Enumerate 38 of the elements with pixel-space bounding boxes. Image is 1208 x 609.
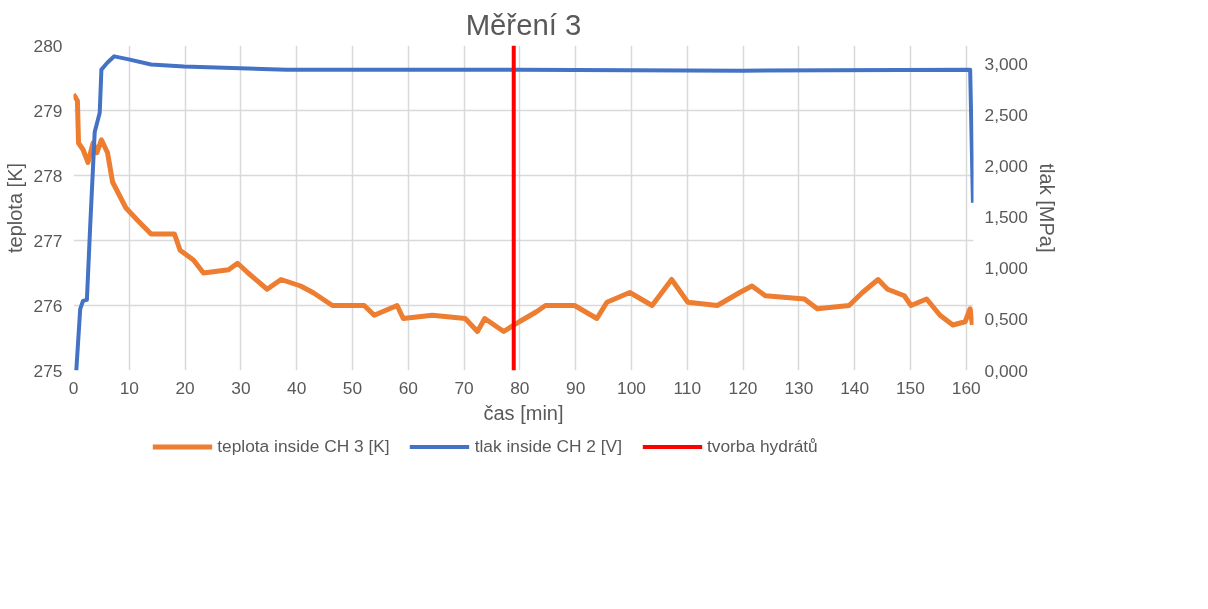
x-tick-label: 130 (784, 377, 814, 398)
chart-title: Měření 3 (465, 7, 582, 41)
y2-tick-label: 0,500 (984, 309, 1028, 330)
y2-axis-title: tlak [MPa] (1035, 163, 1058, 253)
y-tick-label: 279 (33, 100, 63, 121)
legend-label: tvorba hydrátů (706, 435, 818, 457)
y2-tick-label: 2,500 (984, 104, 1028, 125)
x-tick-label: 90 (566, 377, 586, 398)
y2-tick-label: 1,000 (984, 258, 1028, 279)
x-tick-label: 20 (175, 377, 195, 398)
y2-tick-label: 1,500 (984, 207, 1028, 228)
x-tick-label: 150 (895, 377, 925, 398)
x-tick-label: 40 (287, 377, 307, 398)
x-tick-label: 70 (454, 377, 474, 398)
y-axis-title: teplota [K] (3, 162, 26, 254)
line-series (74, 54, 974, 371)
x-axis-title: čas [min] (483, 401, 564, 424)
x-tick-label: 140 (840, 377, 870, 398)
x-tick-label: 80 (510, 377, 530, 398)
x-tick-label: 50 (342, 377, 363, 398)
x-tick-label: 0 (68, 377, 79, 398)
x-tick-label: 120 (728, 377, 758, 398)
x-tick-label: 30 (231, 377, 251, 398)
x-tick-label: 10 (119, 377, 139, 398)
y-tick-label: 277 (33, 230, 63, 251)
x-tick-label: 110 (673, 377, 702, 398)
y-tick-label: 275 (33, 360, 63, 381)
x-tick-label: 160 (951, 377, 981, 398)
y-tick-label: 278 (33, 165, 63, 186)
x-tick-label: 60 (398, 377, 418, 398)
legend-label: tlak inside CH 2 [V] (474, 435, 622, 457)
legend-label: teplota inside CH 3 [K] (217, 435, 390, 457)
y-tick-label: 276 (33, 295, 63, 316)
y2-tick-label: 3,000 (984, 53, 1028, 74)
y2-tick-label: 2,000 (984, 155, 1028, 176)
y-tick-label: 280 (33, 35, 63, 56)
x-tick-label: 100 (617, 377, 646, 398)
y2-tick-label: 0,000 (984, 360, 1028, 381)
